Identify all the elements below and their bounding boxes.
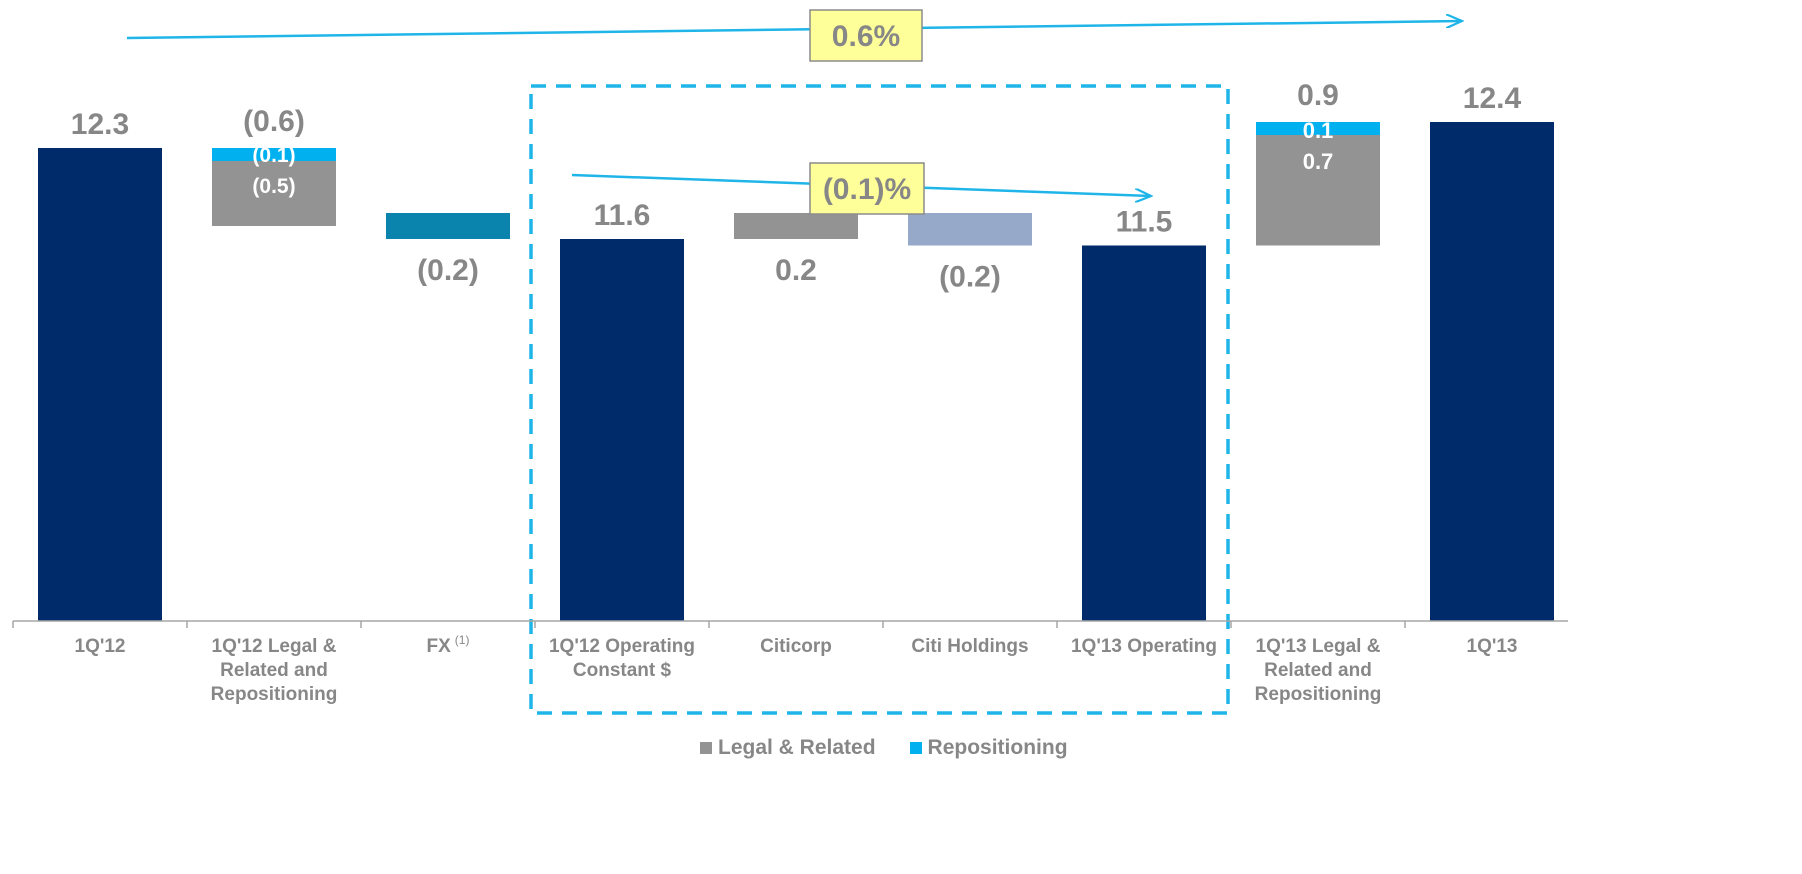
bar-delta — [386, 213, 510, 239]
x-tick-label: 1Q'12 Operating Constant $ — [549, 636, 695, 681]
segment-label-legal: (0.5) — [252, 175, 295, 198]
bar-total — [38, 148, 162, 621]
bar-delta — [734, 213, 858, 239]
legend-label-legal: Legal & Related — [718, 736, 876, 759]
operating-change-callout — [809, 162, 925, 215]
bar-segment-legal — [1256, 135, 1380, 246]
value-label: 0.9 — [1297, 79, 1339, 112]
x-tick-label: 1Q'12 Legal & Related and Repositioning — [211, 636, 338, 705]
legend: Legal & Related Repositioning — [700, 736, 1068, 760]
segment-label-repositioning: 0.1 — [1303, 118, 1334, 143]
bar-total — [1082, 245, 1206, 621]
x-tick-label: Citicorp — [760, 636, 832, 657]
operating-change-label: (0.1)% — [823, 173, 911, 206]
legend-label-repositioning: Repositioning — [927, 736, 1068, 759]
value-label: (0.6) — [243, 105, 305, 138]
value-label: (0.2) — [417, 254, 479, 287]
operating-highlight-box — [529, 84, 1230, 715]
bar-total — [1430, 122, 1554, 621]
segment-label-repositioning: (0.1) — [252, 144, 295, 167]
legend-item-legal: Legal & Related — [700, 736, 876, 760]
bar-total — [560, 239, 684, 621]
bar-delta — [908, 213, 1032, 246]
value-label: (0.2) — [939, 261, 1001, 294]
x-tick-label: 1Q'13 Legal & Related and Repositioning — [1255, 636, 1382, 705]
x-tick-label: 1Q'13 — [1467, 636, 1518, 657]
legend-item-repositioning: Repositioning — [909, 736, 1068, 760]
bar-segment-repositioning — [212, 148, 336, 161]
x-tick-label: FX (1) — [427, 633, 470, 657]
overall-change-callout — [809, 9, 923, 62]
bar-segment-legal — [212, 161, 336, 226]
overall-change-label: 0.6% — [832, 20, 900, 53]
segment-label-legal: 0.7 — [1303, 149, 1334, 174]
x-tick-label: 1Q'12 — [75, 636, 126, 657]
value-label: 12.3 — [71, 108, 129, 141]
value-label: 0.2 — [775, 254, 817, 287]
value-label: 11.5 — [1116, 206, 1173, 239]
x-tick-label: 1Q'13 Operating — [1071, 636, 1217, 657]
x-tick-label: Citi Holdings — [911, 636, 1028, 657]
waterfall-chart: 1Q'12 1Q'12 Legal & Related and Repositioni… — [12, 9, 1568, 715]
value-label: 11.6 — [594, 199, 651, 232]
legend-swatch-repositioning — [909, 742, 922, 754]
legend-swatch-legal — [700, 742, 712, 754]
value-label: 12.4 — [1463, 82, 1522, 115]
bar-segment-repositioning — [1256, 122, 1380, 135]
overall-change-arrow — [126, 21, 1462, 40]
